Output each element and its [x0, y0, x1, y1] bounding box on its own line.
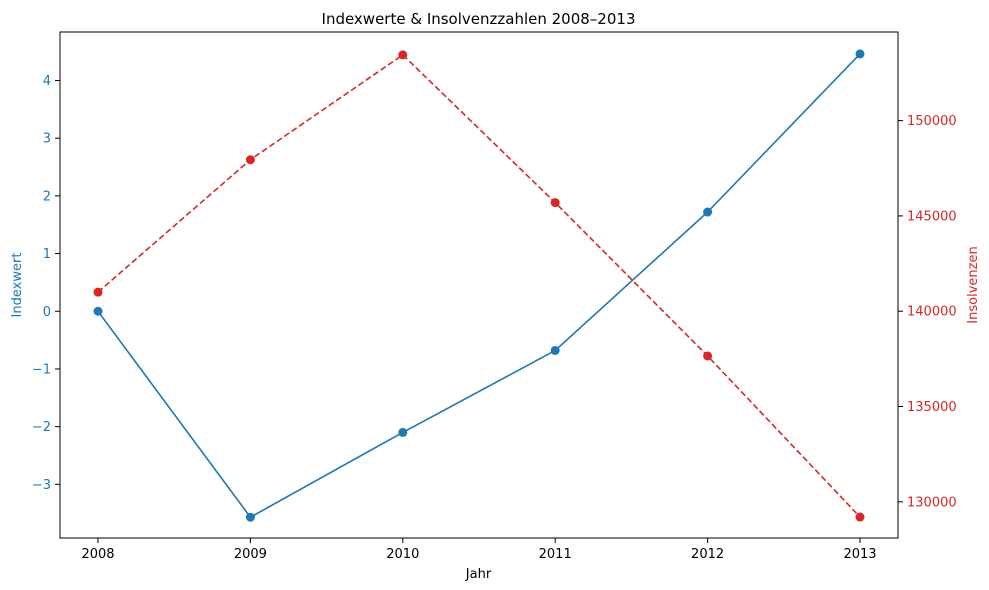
series-1-point [703, 207, 713, 217]
series-2-line [97, 53, 861, 518]
x-tick-label: 2013 [843, 547, 876, 562]
x-tick-label: 2012 [691, 547, 724, 562]
series-2-point [550, 198, 560, 208]
series-2-point [855, 512, 865, 522]
left-tick-label: 0 [43, 305, 51, 320]
series-2-point [93, 287, 103, 297]
plot-area: 2008 2009 2010 2011 2012 2013 −3 −2 −1 0 1 2 3 4 13000… [32, 31, 957, 562]
right-axis-title: Insolvenzen [966, 246, 981, 323]
right-tick-label: 140000 [907, 305, 957, 320]
x-tick-label: 2009 [234, 547, 267, 562]
x-tick-label: 2010 [386, 547, 419, 562]
right-tick-label: 130000 [907, 495, 957, 510]
x-axis-title: Jahr [465, 567, 492, 582]
left-axis-title: Indexwert [10, 253, 25, 318]
chart-title: Indexwerte & Insolvenzzahlen 2008–2013 [322, 10, 636, 28]
left-tick-label: 4 [43, 74, 51, 89]
right-tick-label: 150000 [907, 114, 957, 129]
x-tick-label: 2008 [81, 547, 114, 562]
left-tick-label: −3 [32, 478, 51, 493]
series-1-line [97, 53, 861, 519]
left-tick-label: 3 [43, 132, 51, 147]
plot-frame [59, 31, 899, 539]
series-1-point [398, 427, 408, 437]
x-tick-label: 2011 [539, 547, 572, 562]
right-tick-label: 145000 [907, 209, 957, 224]
series-1-point [550, 345, 560, 355]
series-1-point [245, 512, 255, 522]
series-2-point [245, 155, 255, 165]
right-tick-label: 135000 [907, 400, 957, 415]
left-tick-label: −2 [32, 420, 51, 435]
series-1-point [855, 49, 865, 59]
left-tick-label: 1 [43, 247, 51, 262]
left-tick-label: 2 [43, 189, 51, 204]
series-2-point [703, 351, 713, 361]
left-tick-label: −1 [32, 362, 51, 377]
series-1-point [93, 306, 103, 316]
series-2-point [398, 50, 408, 60]
